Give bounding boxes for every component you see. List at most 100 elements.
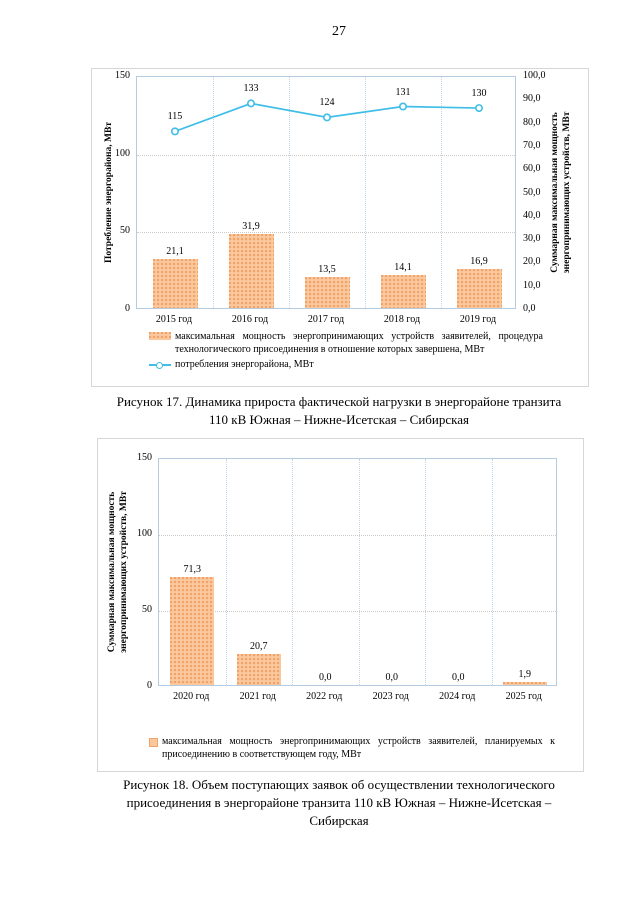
fig18-left-axis-title: Суммарная максимальная мощность энергопр…	[106, 458, 130, 686]
gridline	[289, 77, 290, 308]
gridline	[159, 611, 556, 612]
x-axis-category-label: 2024 год	[439, 691, 476, 702]
bar-value-label: 71,3	[183, 563, 202, 575]
fig18-legend-bar-label: максимальная мощность энергопринимающих …	[162, 736, 555, 760]
fig17-legend-item-line: потребления энергорайона, МВт	[149, 358, 543, 371]
x-axis-category-label: 2016 год	[231, 314, 269, 325]
fig17-legend: максимальная мощность энергопринимающих …	[149, 330, 543, 373]
line-data-point	[170, 127, 179, 136]
right-axis-tick-label: 20,0	[523, 256, 541, 268]
line-series	[170, 99, 483, 136]
bar	[456, 268, 502, 308]
right-axis-tick-label: 80,0	[523, 116, 541, 128]
bar-value-label: 31,9	[242, 220, 260, 232]
bar	[380, 275, 426, 308]
right-axis-tick-label: 40,0	[523, 209, 541, 221]
line-data-point	[474, 104, 483, 113]
bar-value-label: 0,0	[452, 672, 465, 683]
line-value-label: 133	[243, 83, 259, 95]
x-axis-category-label: 2023 год	[372, 691, 409, 702]
bar-value-label: 1,9	[518, 669, 532, 681]
gridline	[425, 459, 426, 685]
gridline	[292, 459, 293, 685]
y-axis-tick-label: 0	[147, 680, 152, 691]
line-value-label: 124	[319, 97, 335, 109]
fig17-legend-item-bars: максимальная мощность энергопринимающих …	[149, 330, 543, 356]
bar	[304, 276, 350, 308]
x-axis-category-label: 2017 год	[307, 314, 345, 325]
bar	[152, 258, 198, 308]
figure-18-caption: Рисунок 18. Объем поступающих заявок об …	[38, 776, 640, 830]
line-data-point	[323, 113, 332, 122]
figure-18-caption-line1: Рисунок 18. Объем поступающих заявок об …	[123, 777, 555, 792]
fig17-right-axis-title-line2: энергопринимающих устройств, МВт	[562, 111, 572, 274]
page-number: 27	[332, 24, 346, 39]
line-data-point	[398, 102, 407, 111]
gridline	[137, 154, 515, 156]
figure-18-chart: Суммарная максимальная мощность энергопр…	[97, 438, 584, 772]
y-axis-tick-label: 50	[142, 604, 152, 615]
gridline	[441, 77, 442, 308]
right-axis-tick-label: 10,0	[523, 279, 541, 291]
bar-value-label: 16,9	[470, 255, 488, 267]
bar-value-label: 0,0	[385, 672, 399, 683]
fig17-right-axis-title: Суммарная максимальная мощность энергопр…	[549, 76, 573, 309]
gridline	[491, 459, 493, 685]
x-axis-category-label: 2025 год	[505, 691, 542, 702]
right-axis-tick-label: 90,0	[523, 93, 541, 105]
y-axis-tick-label: 150	[137, 452, 152, 463]
bar	[170, 576, 215, 685]
fig17-plot-area: 21,1 31,9 13,5 14,1 16,9 115 133 124 131 130	[136, 76, 516, 309]
bar-series-swatch	[149, 332, 171, 340]
fig18-legend-item-bars: максимальная мощность энергопринимающих …	[149, 735, 555, 761]
y-axis-tick-label: 50	[120, 225, 130, 237]
fig17-left-axis-title: Потребление энергорайона, МВт	[104, 122, 114, 264]
x-axis-category-label: 2018 год	[383, 314, 421, 325]
fig17-legend-bar-label: максимальная мощность энергопринимающих …	[175, 331, 543, 355]
gridline	[137, 232, 515, 234]
y-axis-tick-label: 100	[137, 528, 152, 539]
y-axis-tick-label: 0	[125, 303, 130, 314]
figure-17-caption: Рисунок 17. Динамика прироста фактическо…	[38, 393, 640, 429]
bar	[236, 653, 281, 685]
right-axis-tick-label: 0,0	[523, 303, 536, 314]
figure-17-caption-line1: Рисунок 17. Динамика прироста фактическо…	[116, 394, 562, 409]
gridline	[159, 535, 556, 536]
bar-value-label: 0,0	[319, 672, 332, 683]
line-data-point	[247, 99, 256, 108]
bar-series-swatch	[149, 738, 158, 747]
fig17-legend-line-label: потребления энергорайона, МВт	[175, 359, 314, 370]
figure-18-caption-line3: Сибирская	[309, 813, 369, 828]
bar	[502, 682, 547, 685]
bar	[228, 233, 274, 308]
right-axis-tick-label: 30,0	[523, 233, 541, 245]
right-axis-tick-label: 50,0	[523, 186, 541, 198]
fig18-left-axis-title-line2: энергопринимающих устройств, МВт	[119, 491, 129, 653]
right-axis-tick-label: 60,0	[523, 163, 541, 175]
x-axis-category-label: 2020 год	[173, 691, 210, 702]
bar-value-label: 14,1	[394, 262, 412, 274]
fig17-right-axis-title-line1: Суммарная максимальная мощность	[550, 112, 560, 273]
y-axis-tick-label: 150	[115, 70, 130, 81]
line-series-swatch	[149, 361, 171, 369]
bar-value-label: 20,7	[250, 640, 268, 652]
line-value-label: 115	[167, 111, 183, 123]
figure-17-chart: Потребление энергорайона, МВт Суммарная …	[91, 68, 589, 387]
gridline	[358, 459, 360, 685]
fig18-legend: максимальная мощность энергопринимающих …	[149, 735, 555, 763]
gridline	[213, 77, 214, 308]
line-value-label: 130	[471, 88, 487, 100]
y-axis-tick-label: 100	[115, 147, 130, 159]
figure-18-caption-line2: присоединения в энергорайоне транзита 11…	[126, 795, 552, 810]
x-axis-category-label: 2019 год	[459, 314, 497, 325]
x-axis-category-label: 2022 год	[306, 691, 343, 702]
figure-17-caption-line2: 110 кВ Южная – Нижне-Исетская – Сибирска…	[209, 412, 469, 427]
bar-value-label: 13,5	[318, 263, 336, 275]
fig18-left-axis-title-line1: Суммарная максимальная мощность	[107, 491, 117, 653]
fig18-plot-area: 71,3 20,7 0,0 0,0 0,0 1,9	[158, 458, 557, 686]
right-axis-tick-label: 100,0	[523, 70, 546, 81]
gridline	[225, 459, 227, 685]
line-marker-icon	[156, 361, 163, 369]
bar-value-label: 21,1	[166, 245, 184, 257]
